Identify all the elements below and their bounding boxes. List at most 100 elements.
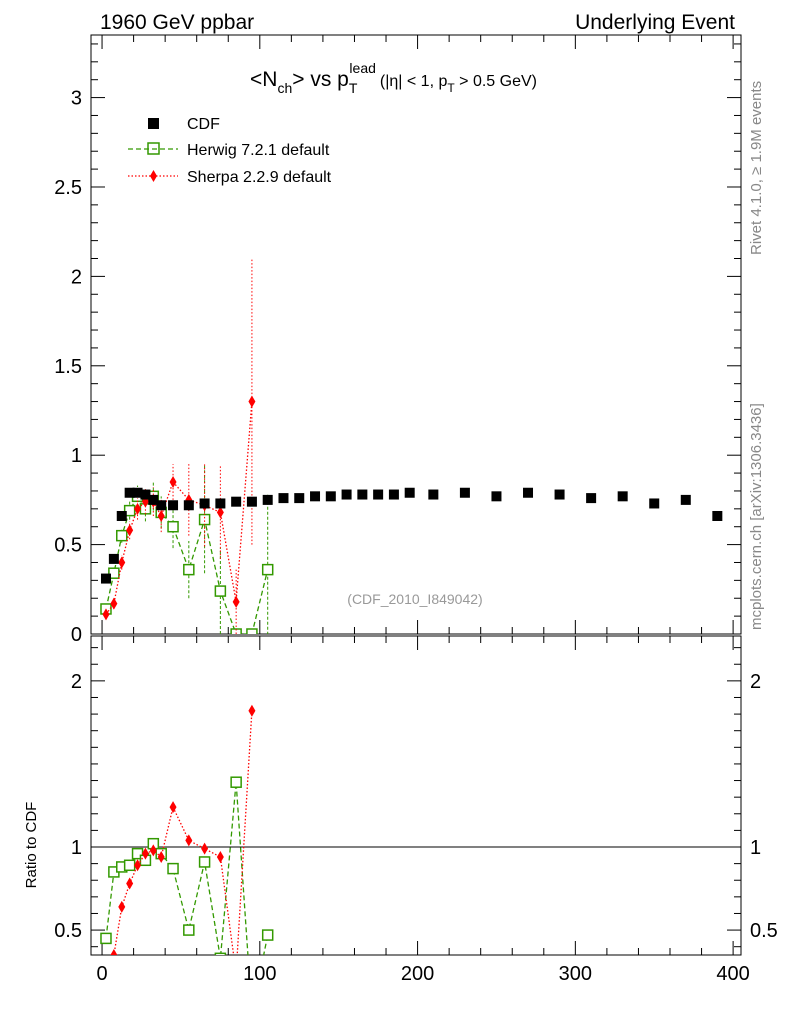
x-tick-label: 200 [401, 963, 434, 985]
cdf-point [310, 491, 321, 502]
sherpa-ratio-point [118, 900, 126, 913]
cdf-point [156, 500, 167, 511]
cdf-point [231, 496, 242, 507]
legend-cdf-marker [148, 118, 159, 129]
cdf-point [341, 489, 352, 500]
sherpa-ratio-point [216, 850, 224, 863]
ratio-y-tick-label: 1 [71, 837, 82, 859]
ratio-frame [90, 635, 742, 956]
cdf-point [325, 491, 336, 502]
cdf-point [148, 494, 159, 505]
cdf-point [680, 494, 691, 505]
sherpa-ratio-point [185, 834, 193, 847]
sherpa-ratio-point [157, 850, 165, 863]
ratio-y-tick-label-right: 0.5 [750, 920, 778, 942]
herwig-ratio-point [214, 952, 227, 955]
ratio-y-tick-label: 2 [71, 671, 82, 693]
sherpa-ratio-point [134, 859, 142, 872]
sherpa-point [169, 476, 177, 489]
cdf-point [116, 510, 127, 521]
title-sub-T: T [349, 80, 358, 96]
sherpa-ratio-point [126, 877, 134, 890]
title-cond-sub: T [447, 81, 455, 95]
title-cond-b: > 0.5 GeV) [455, 73, 537, 90]
sherpa-ratio-line [113, 710, 253, 955]
sherpa-ratio-point [110, 949, 118, 955]
herwig-ratio-point [167, 862, 179, 875]
cdf-point [140, 489, 151, 500]
x-tick-label: 0 [96, 963, 107, 985]
herwig-ratio-point [100, 932, 112, 945]
cdf-point [246, 496, 257, 507]
ratio-plot-area [100, 704, 274, 979]
y-tick-label: 1 [71, 445, 82, 467]
cdf-point [262, 494, 273, 505]
herwig-point [116, 529, 128, 542]
mcplots-label: mcplots.cern.ch [arXiv:1306.3436] [748, 403, 765, 630]
herwig-point [167, 520, 179, 533]
cdf-point [294, 493, 305, 504]
cdf-point [199, 498, 210, 509]
sherpa-point [232, 595, 240, 608]
ratio-y-tick-label: 0.5 [54, 920, 82, 942]
sherpa-point [134, 502, 142, 515]
sherpa-ratio-point [233, 967, 240, 979]
herwig-ratio-point [261, 929, 274, 941]
analysis-tag: (CDF_2010_I849042) [347, 591, 482, 607]
cdf-point [404, 487, 415, 498]
header-right: Underlying Event [575, 11, 735, 34]
legend-herwig-marker [147, 142, 160, 155]
legend-herwig-label: Herwig 7.2.1 default [187, 142, 330, 159]
cdf-point [124, 487, 135, 498]
sherpa-ratio-point [169, 801, 177, 814]
y-tick-label: 0 [71, 624, 82, 646]
legend-sherpa-label: Sherpa 2.2.9 default [187, 169, 332, 186]
cdf-point [132, 487, 143, 498]
sherpa-ratio-point [149, 844, 157, 857]
herwig-ratio-point [198, 856, 211, 868]
herwig-point [214, 585, 227, 597]
ratio-y-tick-label-right: 2 [750, 671, 761, 693]
cdf-point [649, 498, 660, 509]
cdf-point [617, 491, 628, 502]
cdf-point [586, 493, 597, 504]
sherpa-point [102, 608, 110, 621]
cdf-point [168, 500, 179, 511]
cdf-point [523, 487, 534, 498]
herwig-point [123, 504, 136, 517]
sherpa-ratio-point [141, 847, 149, 860]
cdf-point [712, 510, 723, 521]
cdf-point [278, 493, 289, 504]
herwig-point [108, 567, 120, 579]
sherpa-ratio-point [248, 704, 256, 717]
title-mid: > vs p [292, 68, 349, 91]
herwig-ratio-point [230, 776, 242, 788]
x-tick-label: 300 [559, 963, 592, 985]
title-sub-ch: ch [277, 80, 292, 96]
cdf-point [388, 489, 399, 500]
y-tick-label: 2 [71, 266, 82, 288]
y-tick-label: 1.5 [54, 356, 82, 378]
legend: CDF Herwig 7.2.1 default Sherpa 2.2.9 de… [128, 116, 332, 186]
ratio-y-tick-label-right: 1 [750, 837, 761, 859]
y-tick-label: 3 [71, 88, 82, 110]
title-main: <N [250, 68, 277, 91]
x-tick-label: 400 [716, 963, 749, 985]
sherpa-point [118, 556, 126, 569]
header-left: 1960 GeV ppbar [100, 11, 254, 34]
cdf-point [373, 489, 384, 500]
sherpa-ratio-point [201, 842, 209, 855]
cdf-point [491, 491, 502, 502]
cdf-point [215, 498, 226, 509]
title-sup-lead: lead [349, 60, 375, 76]
main-panel: 0 0.5 1 1.5 2 2.5 3 [54, 34, 742, 646]
main-plot-area [100, 258, 723, 634]
y-tick-label: 2.5 [54, 177, 82, 199]
herwig-ratio-point [183, 924, 195, 936]
sherpa-point [110, 597, 118, 610]
cdf-point [357, 489, 368, 500]
x-tick-label: 100 [243, 963, 276, 985]
herwig-point [246, 628, 258, 634]
ratio-ylabel: Ratio to CDF [23, 802, 40, 889]
